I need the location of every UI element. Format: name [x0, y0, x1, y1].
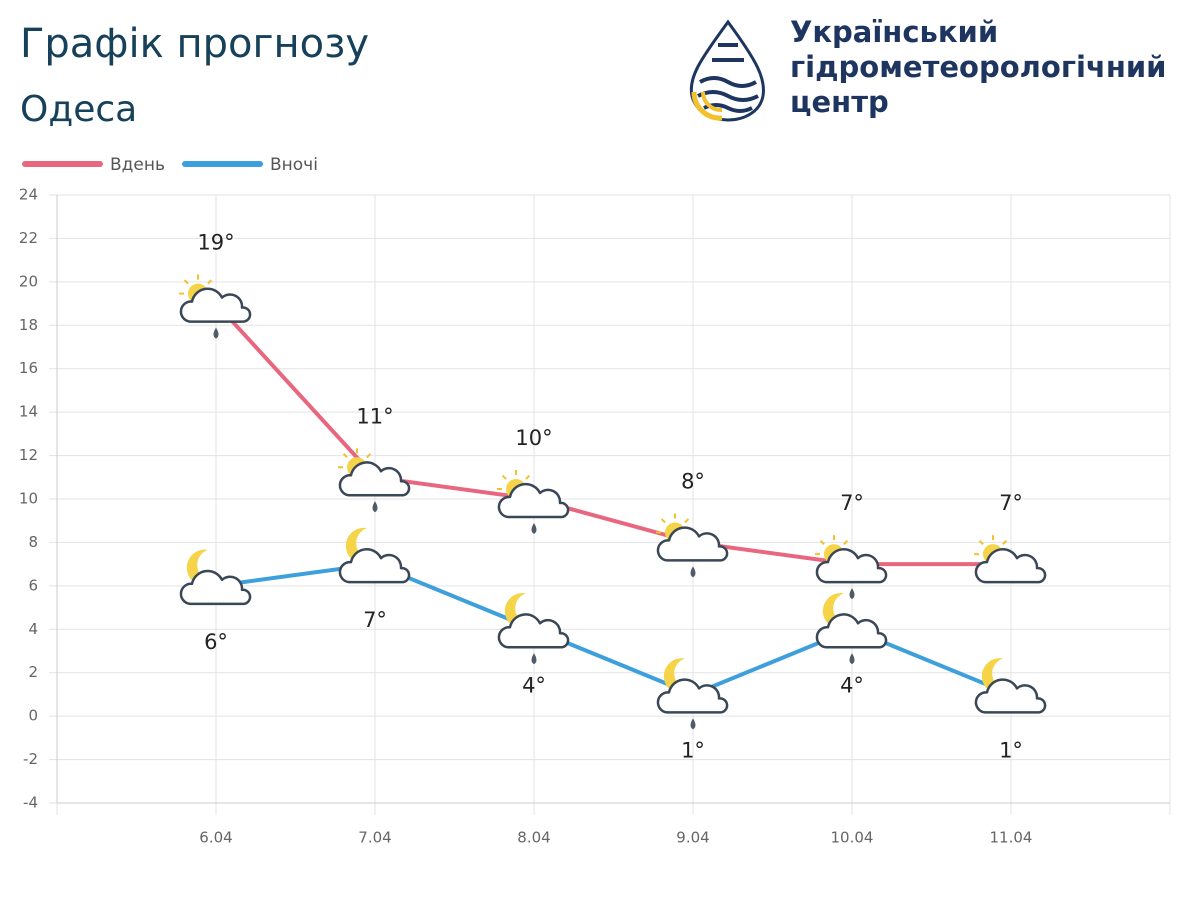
value-label: 1° [999, 738, 1023, 762]
value-label: 4° [840, 673, 864, 697]
y-tick-label: 16 [19, 359, 38, 377]
cloud [497, 613, 570, 649]
sun-ray [525, 474, 531, 480]
y-tick-label: 12 [19, 446, 38, 464]
weather-icon [179, 274, 252, 339]
weather-icon [815, 535, 888, 600]
y-tick-label: 24 [19, 186, 38, 204]
sun-ray [978, 540, 984, 545]
value-label: 4° [522, 673, 546, 697]
cloud [497, 482, 570, 519]
legend-label: Вдень [110, 155, 165, 175]
weather-icon [656, 513, 729, 578]
y-tick-label: 22 [19, 229, 38, 247]
rain-drop [213, 327, 219, 339]
y-tick-label: -4 [23, 794, 38, 812]
y-tick-label: 4 [28, 620, 38, 638]
x-tick-label: 6.04 [199, 829, 232, 847]
rain-drop [372, 501, 378, 513]
y-tick-label: 18 [19, 316, 38, 334]
legend-label: Вночі [270, 155, 318, 175]
city: Одеса [20, 89, 137, 130]
x-tick-label: 8.04 [517, 829, 550, 847]
logo [689, 19, 766, 122]
org-name: гідрометеорологічний [790, 50, 1167, 84]
y-tick-label: 20 [19, 272, 38, 290]
weather-icon [338, 527, 411, 584]
value-label: 19° [197, 231, 234, 255]
cloud [974, 678, 1047, 714]
weather-icon [179, 549, 252, 606]
sun-ray [183, 279, 189, 285]
x-tick-label: 10.04 [831, 829, 874, 847]
y-tick-label: 14 [19, 403, 38, 421]
rain-drop [531, 653, 537, 665]
weather-icon [338, 448, 411, 513]
sun-ray [207, 279, 213, 285]
value-label: 7° [999, 491, 1023, 515]
rain-drop [531, 523, 537, 534]
weather-icon [497, 470, 570, 534]
value-label: 1° [681, 738, 705, 762]
sun-ray [366, 453, 372, 459]
y-tick-label: 8 [28, 533, 38, 551]
weather-icon [815, 593, 888, 665]
cloud [815, 613, 888, 649]
value-label: 11° [356, 404, 393, 428]
value-label: 7° [363, 608, 387, 632]
value-label: 10° [515, 426, 552, 450]
x-tick-label: 9.04 [676, 829, 709, 847]
y-tick-label: 2 [28, 663, 38, 681]
cloud [179, 569, 252, 606]
y-tick-label: 0 [28, 707, 38, 725]
cloud [338, 548, 411, 584]
value-label: 8° [681, 469, 705, 493]
page-title: Графік прогнозу [20, 21, 369, 67]
rain-drop [849, 653, 855, 665]
org-name: центр [790, 85, 889, 119]
rain-drop [690, 566, 696, 578]
y-tick-label: -2 [23, 750, 38, 768]
cloud [338, 461, 411, 497]
value-label: 6° [204, 630, 228, 654]
sun-ray [660, 518, 666, 524]
sun-ray [819, 540, 825, 545]
sun-ray [843, 540, 849, 545]
cloud [656, 678, 729, 714]
weather-icon [497, 593, 570, 665]
rain-drop [849, 588, 855, 600]
x-tick-label: 11.04 [990, 829, 1033, 847]
weather-icon [974, 658, 1047, 714]
sun-ray [1002, 540, 1008, 545]
sun-ray [501, 474, 507, 480]
cloud [179, 287, 252, 323]
cloud [656, 526, 729, 562]
y-tick-label: 10 [19, 490, 38, 508]
y-tick-label: 6 [28, 576, 38, 594]
rain-drop [690, 718, 696, 730]
weather-icon [974, 535, 1047, 584]
value-label: 7° [840, 491, 864, 515]
sun-ray [684, 518, 690, 524]
cloud [815, 548, 888, 584]
cloud [974, 548, 1047, 584]
weather-icon [656, 658, 729, 730]
org-name: Український [790, 15, 998, 49]
x-tick-label: 7.04 [358, 829, 391, 847]
series-line [214, 302, 1011, 567]
sun-ray [342, 453, 348, 459]
